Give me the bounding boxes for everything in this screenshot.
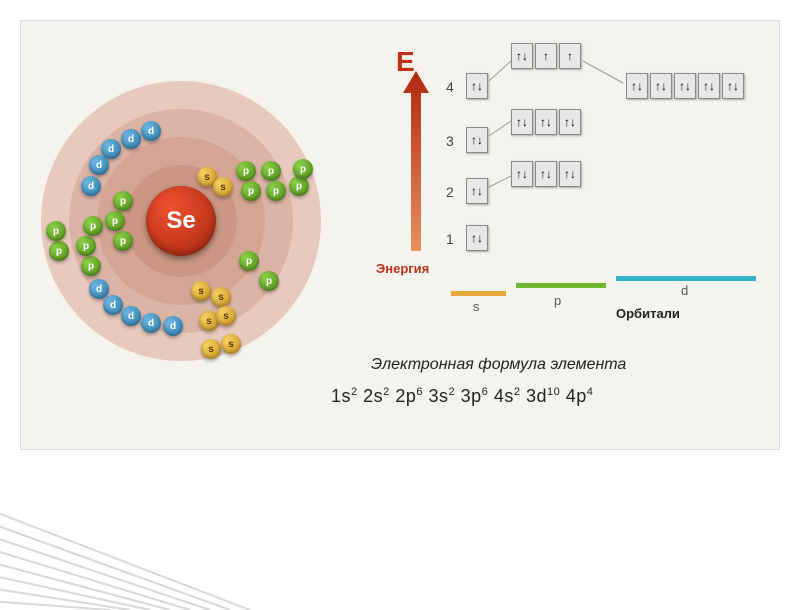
p-electron: p (81, 256, 101, 276)
orbital-box: ↑↓ (466, 127, 488, 153)
orbital-box: ↑↓ (466, 225, 488, 251)
energy-arrow-icon (401, 71, 431, 251)
d-electron: d (163, 316, 183, 336)
s-electron: s (191, 281, 211, 301)
p-electron: p (239, 251, 259, 271)
d-electron: d (141, 313, 161, 333)
orbital-box: ↑↓ (511, 43, 533, 69)
p-electron: p (76, 236, 96, 256)
d-electron: d (103, 295, 123, 315)
nucleus: Se (146, 186, 216, 256)
level-4-label: 4 (446, 79, 454, 95)
orbital-1s: ↑↓ (466, 225, 488, 251)
orbital-box: ↑↓ (535, 109, 557, 135)
p-electron: p (261, 161, 281, 181)
p-electron: p (236, 161, 256, 181)
orbital-2s: ↑↓ (466, 178, 488, 204)
orbital-box: ↑↓ (466, 73, 488, 99)
decorative-shadow (0, 490, 290, 610)
p-electron: p (49, 241, 69, 261)
s-electron: s (211, 287, 231, 307)
orbital-box: ↑↓ (722, 73, 744, 99)
p-electron: p (105, 211, 125, 231)
s-electron: s (221, 334, 241, 354)
orbital-3d: ↑↓↑↓↑↓↑↓↑↓ (626, 73, 744, 99)
orbital-box: ↑↓ (535, 161, 557, 187)
level-1-label: 1 (446, 231, 454, 247)
bar-s (451, 291, 506, 296)
element-symbol: Se (166, 207, 195, 235)
d-electron: d (121, 129, 141, 149)
orbital-box: ↑↓ (511, 109, 533, 135)
orbital-box: ↑↓ (674, 73, 696, 99)
level-2-label: 2 (446, 184, 454, 200)
energy-label: Энергия (376, 261, 429, 276)
diagram-panel: Se ssssppppppssppppppddddddddddsspppp E … (20, 20, 780, 450)
formula-title: Электронная формула элемента (371, 356, 626, 374)
p-electron: p (83, 216, 103, 236)
orbital-box: ↑ (559, 43, 581, 69)
d-electron: d (81, 176, 101, 196)
sublabel-s: s (473, 299, 480, 314)
d-electron: d (141, 121, 161, 141)
orbital-3p: ↑↓↑↓↑↓ (511, 109, 581, 135)
orbital-2p: ↑↓↑↓↑↓ (511, 161, 581, 187)
atom-model: Se ssssppppppssppppppddddddddddsspppp (41, 81, 321, 361)
orbitals-label: Орбитали (616, 306, 680, 321)
sublabel-d: d (681, 283, 688, 298)
orbital-3s: ↑↓ (466, 127, 488, 153)
p-electron: p (46, 221, 66, 241)
s-electron: s (216, 306, 236, 326)
s-electron: s (213, 177, 233, 197)
bar-p (516, 283, 606, 288)
orbital-4s: ↑↓ (466, 73, 488, 99)
p-electron: p (266, 181, 286, 201)
p-electron: p (289, 176, 309, 196)
orbital-box: ↑↓ (559, 109, 581, 135)
orbital-box: ↑↓ (626, 73, 648, 99)
orbital-box: ↑↓ (466, 178, 488, 204)
orbital-box: ↑↓ (698, 73, 720, 99)
electron-formula: 1s2 2s2 2p6 3s2 3p6 4s2 3d10 4p4 (331, 386, 593, 407)
s-electron: s (201, 339, 221, 359)
p-electron: p (293, 159, 313, 179)
orbital-box: ↑ (535, 43, 557, 69)
p-electron: p (113, 191, 133, 211)
bar-d (616, 276, 756, 281)
sublabel-p: p (554, 293, 561, 308)
orbital-box: ↑↓ (511, 161, 533, 187)
orbital-box: ↑↓ (650, 73, 672, 99)
p-electron: p (259, 271, 279, 291)
orbital-4p: ↑↓↑↑ (511, 43, 581, 69)
d-electron: d (89, 155, 109, 175)
orbital-box: ↑↓ (559, 161, 581, 187)
d-electron: d (121, 306, 141, 326)
level-3-label: 3 (446, 133, 454, 149)
p-electron: p (113, 231, 133, 251)
p-electron: p (241, 181, 261, 201)
